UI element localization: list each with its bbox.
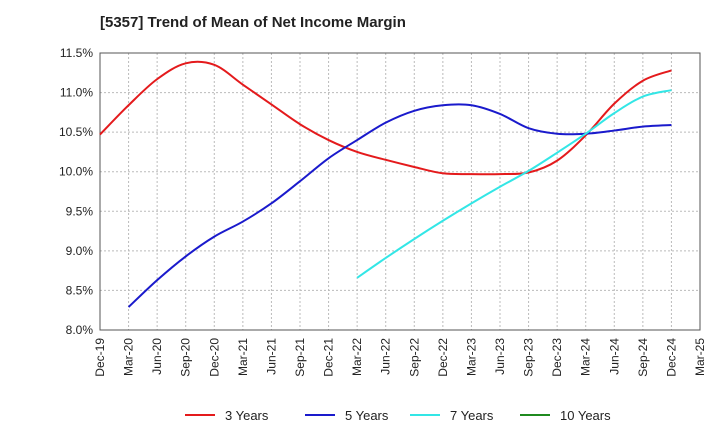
x-tick-label: Jun-24: [607, 338, 621, 375]
x-tick-label: Jun-21: [264, 338, 278, 375]
y-tick-label: 9.0%: [66, 244, 94, 258]
x-tick-label: Dec-24: [664, 338, 678, 377]
series-line-7-years: [356, 89, 672, 279]
x-tick-label: Jun-23: [493, 338, 507, 375]
x-tick-label: Sep-22: [407, 338, 421, 377]
series-line-5-years: [127, 103, 672, 308]
x-tick-label: Mar-21: [236, 338, 250, 376]
y-tick-label: 9.5%: [66, 204, 94, 218]
legend-label-3-years: 3 Years: [225, 408, 269, 423]
y-tick-label: 11.5%: [60, 46, 93, 60]
x-tick-label: Sep-23: [522, 338, 536, 377]
x-tick-label: Mar-24: [579, 338, 593, 376]
chart-title: [5357] Trend of Mean of Net Income Margi…: [100, 14, 406, 31]
x-tick-label: Dec-21: [322, 338, 336, 377]
x-tick-label: Sep-21: [293, 338, 307, 377]
plot-area-frame: [99, 52, 701, 331]
y-tick-label: 10.5%: [59, 125, 93, 139]
series-line-3-years: [99, 60, 672, 176]
x-tick-label: Mar-22: [350, 338, 364, 376]
x-tick-label: Sep-20: [179, 338, 193, 377]
x-tick-label: Jun-22: [379, 338, 393, 375]
legend-label-5-years: 5 Years: [345, 408, 389, 423]
x-tick-label: Sep-24: [636, 338, 650, 377]
legend-label-10-years: 10 Years: [560, 408, 611, 423]
x-tick-label: Jun-20: [150, 338, 164, 375]
x-tick-label: Dec-20: [207, 338, 221, 377]
y-tick-label: 11.0%: [60, 86, 93, 100]
x-tick-label: Dec-19: [93, 338, 107, 377]
y-tick-label: 10.0%: [59, 165, 93, 179]
legend-label-7-years: 7 Years: [450, 408, 494, 423]
x-tick-label: Dec-22: [436, 338, 450, 377]
y-tick-label: 8.0%: [66, 323, 94, 337]
x-tick-label: Dec-23: [550, 338, 564, 377]
x-tick-label: Mar-20: [122, 338, 136, 376]
x-tick-label: Mar-25: [693, 338, 707, 376]
y-tick-label: 8.5%: [66, 283, 94, 297]
x-tick-label: Mar-23: [464, 338, 478, 376]
